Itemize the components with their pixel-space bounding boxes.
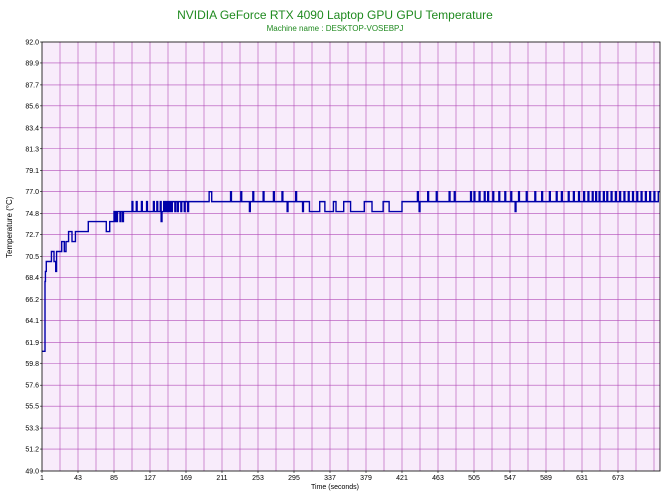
x-tick-label: 673	[612, 475, 624, 482]
y-axis-ticks: 92.0 89.9 87.7 85.6 83.4 81.3 79.1 77.0 74.8 72.7…	[25, 40, 42, 476]
y-tick-label: 66.2	[25, 297, 39, 304]
y-tick-label: 92.0	[25, 40, 39, 47]
y-tick-label: 85.6	[25, 103, 39, 110]
x-tick-label: 463	[432, 475, 444, 482]
y-tick-label: 70.5	[25, 254, 39, 261]
chart-subtitle: Machine name : DESKTOP-VOSEBPJ	[266, 24, 404, 33]
y-tick-label: 57.6	[25, 383, 39, 390]
grid-lines	[42, 42, 660, 471]
y-tick-label: 83.4	[25, 125, 39, 132]
x-tick-label: 379	[360, 475, 372, 482]
y-tick-label: 55.5	[25, 404, 39, 411]
y-tick-label: 72.7	[25, 232, 39, 239]
x-tick-label: 505	[468, 475, 480, 482]
x-tick-label: 43	[74, 475, 82, 482]
y-tick-label: 53.3	[25, 426, 39, 433]
y-tick-label: 74.8	[25, 211, 39, 218]
x-tick-label: 85	[110, 475, 118, 482]
x-tick-label: 169	[180, 475, 192, 482]
x-axis-label: Time (seconds)	[311, 484, 359, 491]
y-tick-label: 61.9	[25, 340, 39, 347]
x-tick-label: 337	[324, 475, 336, 482]
x-tick-label: 127	[144, 475, 156, 482]
y-tick-label: 49.0	[25, 469, 39, 476]
x-tick-label: 631	[576, 475, 588, 482]
y-tick-label: 81.3	[25, 146, 39, 153]
x-tick-label: 1	[40, 475, 44, 482]
x-axis-ticks: 1 43 85 127 169 211 253 295 337 379 421 463 505 547 58…	[40, 471, 624, 482]
y-tick-label: 77.0	[25, 189, 39, 196]
x-tick-label: 253	[252, 475, 264, 482]
y-tick-label: 59.8	[25, 361, 39, 368]
y-tick-label: 89.9	[25, 60, 39, 67]
chart-title: NVIDIA GeForce RTX 4090 Laptop GPU GPU T…	[177, 8, 493, 22]
y-tick-label: 64.1	[25, 318, 39, 325]
y-tick-label: 79.1	[25, 168, 39, 175]
x-tick-label: 295	[288, 475, 300, 482]
plot-frame	[41, 41, 661, 472]
y-tick-label: 51.2	[25, 447, 39, 454]
x-tick-label: 421	[396, 475, 408, 482]
y-tick-label: 68.4	[25, 275, 39, 282]
x-tick-label: 589	[540, 475, 552, 482]
x-tick-label: 547	[504, 475, 516, 482]
x-tick-label: 211	[216, 475, 227, 482]
y-tick-label: 87.7	[25, 82, 39, 89]
temperature-series-line	[42, 190, 660, 352]
